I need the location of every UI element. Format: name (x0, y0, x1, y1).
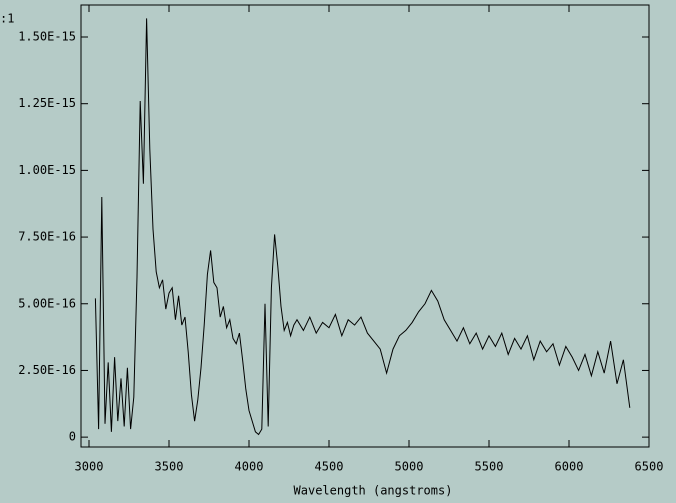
x-tick-label: 4000 (235, 460, 264, 474)
y-tick-label: 1.00E-15 (18, 163, 76, 177)
y-tick-label: 0 (69, 430, 76, 444)
x-tick-label: 4500 (315, 460, 344, 474)
plot-frame (80, 4, 650, 448)
corner-label: :1 (0, 12, 14, 26)
x-tick-label: 6500 (635, 460, 664, 474)
y-tick-label: 1.50E-15 (18, 30, 76, 44)
x-axis-label: Wavelength (angstroms) (294, 484, 453, 498)
spectrum-line (94, 18, 631, 436)
x-tick-label: 3000 (75, 460, 104, 474)
y-tick-label: 2.50E-16 (18, 363, 76, 377)
y-tick-label: 7.50E-16 (18, 230, 76, 244)
x-tick-label: 5000 (395, 460, 424, 474)
x-tick-label: 5500 (475, 460, 504, 474)
y-tick-label: 5.00E-16 (18, 296, 76, 310)
x-tick-label: 3500 (155, 460, 184, 474)
x-tick-label: 6000 (555, 460, 584, 474)
y-tick-label: 1.25E-15 (18, 96, 76, 110)
